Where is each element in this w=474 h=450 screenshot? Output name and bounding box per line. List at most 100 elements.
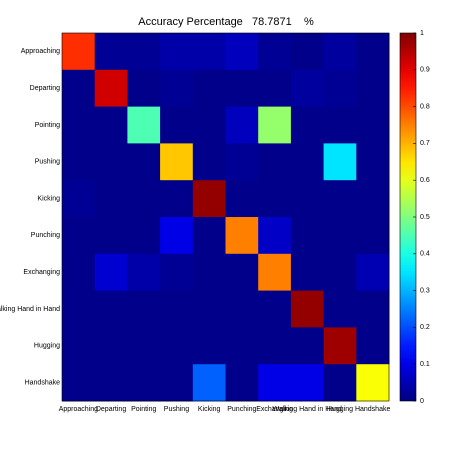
y-tick-label: Pushing xyxy=(35,159,60,166)
colorbar-tick-label: 0.5 xyxy=(420,214,430,221)
x-tick-label: Pushing xyxy=(164,406,189,413)
heat-cell xyxy=(258,217,292,255)
chart-title: Accuracy Percentage 78.7871 % xyxy=(138,16,314,28)
y-tick-label: Walking Hand in Hand xyxy=(0,306,60,313)
heat-cell xyxy=(192,143,226,181)
heat-cell xyxy=(323,364,357,402)
heat-cell xyxy=(323,33,357,71)
heat-cell xyxy=(62,327,96,365)
heat-cell xyxy=(62,33,96,71)
heat-cell xyxy=(62,180,96,218)
heat-cell xyxy=(356,180,390,218)
x-tick-label: Hugging xyxy=(327,406,353,413)
heat-cell xyxy=(258,143,292,181)
y-tick-label: Approaching xyxy=(21,48,60,55)
heat-cell xyxy=(127,327,161,365)
colorbar-tick-label: 1 xyxy=(420,30,424,37)
heat-cell xyxy=(160,143,194,181)
heat-cell xyxy=(160,327,194,365)
heat-cell xyxy=(225,143,259,181)
heat-cell xyxy=(94,290,128,328)
heat-cell xyxy=(323,217,357,255)
heat-cell xyxy=(225,180,259,218)
heat-cell xyxy=(192,217,226,255)
heat-cell xyxy=(225,253,259,292)
heat-cell xyxy=(192,33,226,71)
x-tick-label: Punching xyxy=(227,406,256,413)
heat-cell xyxy=(160,33,194,71)
heat-cell xyxy=(290,217,325,255)
plot-frame xyxy=(61,32,390,402)
heat-cell xyxy=(225,217,259,255)
heat-cell xyxy=(94,364,128,402)
heat-cell xyxy=(192,106,226,144)
heat-cell xyxy=(323,327,357,365)
heat-cell xyxy=(127,217,161,255)
heat-cell xyxy=(127,33,161,71)
y-tick-label: Departing xyxy=(30,85,60,92)
heat-cell xyxy=(225,33,259,71)
heat-cell xyxy=(290,290,325,328)
y-tick-label: Handshake xyxy=(25,379,61,386)
heat-cell xyxy=(192,327,226,365)
heat-cell xyxy=(192,364,226,402)
heat-cell xyxy=(127,364,161,402)
heat-cell xyxy=(323,69,357,108)
x-tick-label: Walking Hand in Hand xyxy=(273,406,342,413)
heat-cell xyxy=(225,290,259,328)
colorbar-tick-label: 0.4 xyxy=(420,251,430,258)
heat-cell xyxy=(160,106,194,144)
heat-cell xyxy=(356,106,390,144)
y-tick-label: Hugging xyxy=(34,343,60,350)
heat-cell xyxy=(160,253,194,292)
x-tick-label: Kicking xyxy=(198,406,221,413)
x-tick-label: Exchanging xyxy=(256,406,293,413)
heat-cell xyxy=(94,180,128,218)
colorbar-tick-label: 0.8 xyxy=(420,103,430,110)
heat-cell xyxy=(225,364,259,402)
heat-cell xyxy=(290,327,325,365)
heat-cell xyxy=(258,106,292,144)
heat-cell xyxy=(160,290,194,328)
heat-cell xyxy=(258,253,292,292)
heat-cell xyxy=(356,290,390,328)
heat-cell xyxy=(290,180,325,218)
heat-cell xyxy=(323,253,357,292)
heat-cell xyxy=(323,290,357,328)
colorbar-tick-label: 0.7 xyxy=(420,140,430,147)
heat-cell xyxy=(62,143,96,181)
heat-cell xyxy=(225,106,259,144)
heat-cell xyxy=(160,217,194,255)
heat-cell xyxy=(94,106,128,144)
heat-cell xyxy=(94,143,128,181)
colorbar-tick-label: 0.3 xyxy=(420,287,430,294)
heat-cell xyxy=(62,69,96,108)
heat-cell xyxy=(62,253,96,292)
heat-cell xyxy=(127,143,161,181)
heat-cell xyxy=(258,33,292,71)
heat-cell xyxy=(356,253,390,292)
heat-cell xyxy=(323,106,357,144)
heat-cell xyxy=(127,180,161,218)
heat-cell xyxy=(356,33,390,71)
heat-cell xyxy=(94,253,128,292)
heat-cell xyxy=(127,290,161,328)
heat-cell xyxy=(258,290,292,328)
heat-cell xyxy=(290,143,325,181)
heat-cell xyxy=(62,290,96,328)
heat-cell xyxy=(290,253,325,292)
x-tick-label: Departing xyxy=(96,406,126,413)
y-tick-label: Punching xyxy=(31,232,60,239)
colorbar-tick-label: 0.2 xyxy=(420,324,430,331)
heat-cell xyxy=(160,69,194,108)
heat-cell xyxy=(258,327,292,365)
heat-cell xyxy=(62,106,96,144)
heat-cell xyxy=(94,33,128,71)
x-tick-label: Handshake xyxy=(355,406,391,413)
heat-cell xyxy=(62,364,96,402)
heat-cell xyxy=(356,69,390,108)
heat-cell xyxy=(62,217,96,255)
heat-cell xyxy=(94,69,128,108)
colorbar-tick-label: 0.1 xyxy=(420,361,430,368)
heat-cell xyxy=(323,143,357,181)
